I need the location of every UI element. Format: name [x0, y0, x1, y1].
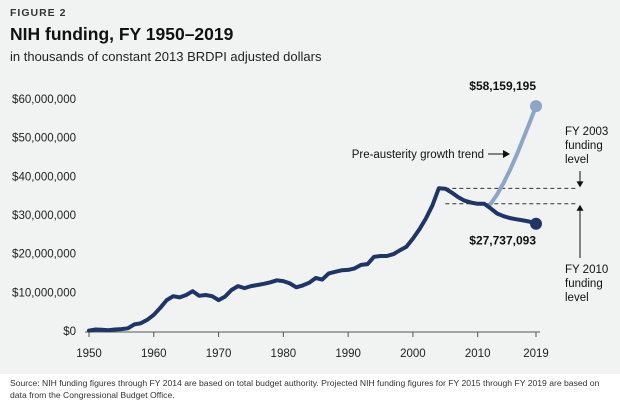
line-chart: $0 $10,000,000 $20,000,000 $30,000,000 $40,0… — [12, 79, 608, 360]
y-tick-label: $40,000,000 — [12, 171, 76, 183]
fy2010-annotation: FY 2010 funding level — [565, 204, 608, 304]
x-tick-label: 1960 — [141, 348, 167, 360]
y-tick-label: $0 — [63, 326, 76, 338]
fy2003-label-line: funding — [565, 140, 603, 152]
x-axis-ticks: 1950 1960 1970 1980 1990 2000 2010 2019 — [76, 332, 549, 360]
fy2010-arrow-head — [576, 204, 584, 211]
x-tick-label: 2019 — [523, 348, 549, 360]
fy2003-label-line: level — [565, 154, 589, 166]
actual-end-point — [530, 217, 542, 230]
trend-arrow-head — [503, 150, 510, 158]
fy2003-arrow-head — [576, 181, 584, 188]
y-tick-label: $30,000,000 — [12, 210, 76, 222]
x-tick-label: 1990 — [335, 348, 361, 360]
trend-end-label: $58,159,195 — [469, 79, 536, 93]
source-note: Source: NIH funding figures through FY 2… — [10, 378, 600, 400]
chart-subtitle: in thousands of constant 2013 BRDPI adju… — [10, 49, 322, 64]
x-tick-label: 1950 — [76, 348, 102, 360]
x-tick-label: 1980 — [271, 348, 297, 360]
trend-annotation: Pre-austerity growth trend — [352, 149, 484, 161]
series-actual-line — [87, 186, 538, 333]
fy2010-label-line: FY 2010 — [565, 264, 608, 276]
y-tick-label: $50,000,000 — [12, 133, 76, 145]
y-axis-ticks: $0 $10,000,000 $20,000,000 $30,000,000 $40,0… — [12, 94, 76, 338]
fy2003-label-line: FY 2003 — [565, 126, 608, 138]
actual-end-label: $27,737,093 — [469, 234, 536, 248]
trend-arrow — [488, 150, 510, 158]
fy2003-annotation: FY 2003 funding level — [565, 126, 608, 188]
x-tick-label: 2000 — [400, 348, 426, 360]
series-trend-line — [488, 104, 538, 206]
y-tick-label: $20,000,000 — [12, 249, 76, 261]
figure-label: FIGURE 2 — [10, 7, 67, 19]
chart-title: NIH funding, FY 1950–2019 — [10, 24, 234, 44]
x-tick-label: 2010 — [465, 348, 491, 360]
y-tick-label: $10,000,000 — [12, 287, 76, 299]
y-tick-label: $60,000,000 — [12, 94, 76, 106]
fy2010-label-line: level — [565, 292, 589, 304]
footer-band — [0, 374, 620, 415]
x-tick-label: 1970 — [206, 348, 232, 360]
reference-lines — [445, 187, 576, 205]
trend-end-point — [530, 100, 542, 113]
chart-header: FIGURE 2 NIH funding, FY 1950–2019 in th… — [10, 7, 321, 64]
fy2010-label-line: funding — [565, 278, 603, 290]
